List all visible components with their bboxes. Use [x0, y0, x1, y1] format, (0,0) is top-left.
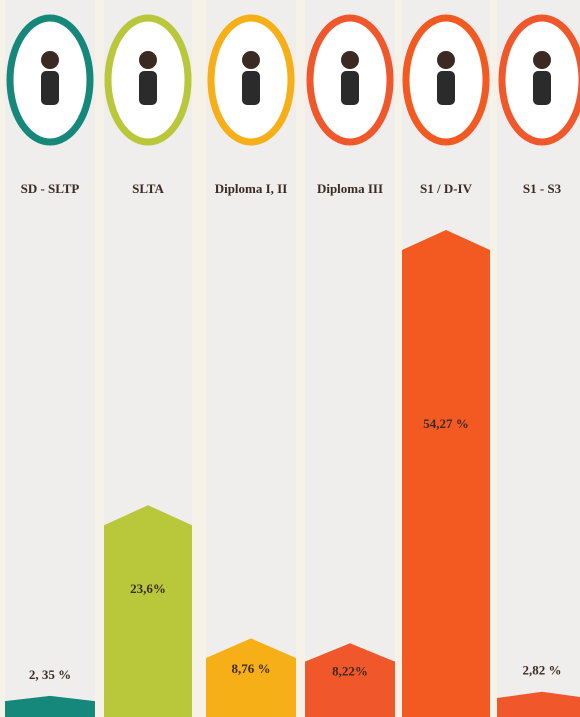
icon-head	[533, 51, 551, 69]
value-label: 54,27 %	[423, 416, 469, 431]
icon-body	[341, 71, 359, 105]
icon-head	[242, 51, 260, 69]
page: SD - SLTP 2, 35 % SLTA 23,6% Diploma I, II 8,…	[0, 0, 580, 717]
value-label: 2,82 %	[523, 663, 562, 678]
bar	[402, 230, 490, 717]
category-label: Diploma I, II	[215, 181, 288, 196]
icon-body	[139, 71, 157, 105]
bar	[104, 505, 192, 717]
category-label: S1 / D-IV	[420, 181, 473, 196]
icon-body	[41, 71, 59, 105]
value-label: 8,22%	[332, 664, 368, 679]
icon-head	[139, 51, 157, 69]
icon-body	[533, 71, 551, 105]
value-label: 23,6%	[130, 581, 166, 596]
icon-body	[437, 71, 455, 105]
category-label: SD - SLTP	[21, 181, 80, 196]
icon-head	[437, 51, 455, 69]
value-label: 2, 35 %	[29, 667, 71, 682]
category-label: Diploma III	[317, 181, 383, 196]
value-label: 8,76 %	[232, 661, 271, 676]
chart: SD - SLTP 2, 35 % SLTA 23,6% Diploma I, II 8,…	[0, 0, 580, 717]
icon-head	[41, 51, 59, 69]
icon-body	[242, 71, 260, 105]
category-label: S1 - S3	[523, 181, 562, 196]
category-label: SLTA	[132, 181, 164, 196]
icon-head	[341, 51, 359, 69]
